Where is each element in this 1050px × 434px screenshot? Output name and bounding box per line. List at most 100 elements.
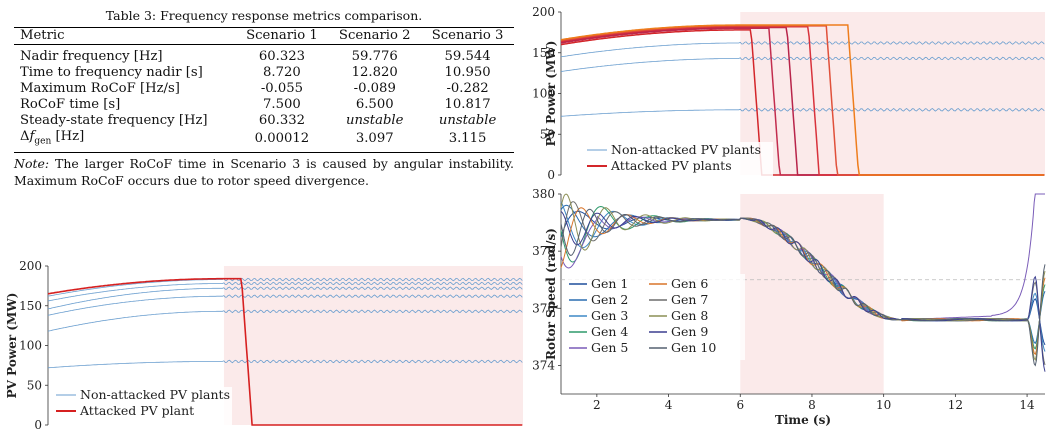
attacked-pv-line [560,24,1045,176]
table-row: RoCoF time [s] 7.500 6.500 10.817 [14,97,514,113]
x-tick-label: 10 [876,398,891,412]
note-text: The larger RoCoF time in Scenario 3 is c… [14,155,514,188]
header-scenario-1: Scenario 1 [246,28,318,43]
table-row: Maximum RoCoF [Hz/s] -0.055 -0.089 -0.28… [14,81,514,97]
legend-entry: Gen 7 [671,292,708,307]
rotor-series-line [560,208,1046,367]
cell: 7.500 [263,97,301,112]
table-row: Time to frequency nadir [s] 8.720 12.820… [14,65,514,81]
x-tick-label: 12 [948,398,963,412]
legend-entry: Gen 9 [671,324,708,339]
table-note: Note: The larger RoCoF time in Scenario … [14,155,514,189]
y-axis-label: PV Power (MW) [544,41,558,147]
cell: unstable [438,113,497,128]
table-row: Steady-state frequency [Hz] 60.332 unsta… [14,113,514,129]
cell: 60.323 [258,49,305,64]
cell: 12.820 [351,65,398,80]
legend-entry: Gen 6 [671,276,708,291]
shaded-attack-region [223,266,524,425]
cell: Nadir frequency [Hz] [20,49,163,64]
legend-entry: Gen 1 [591,276,628,291]
y-tick-label: 0 [547,168,555,182]
non-attacked-pv-line [560,107,1045,117]
legend-entry: Gen 4 [591,324,628,339]
y-tick-label: 50 [27,378,42,392]
y-tick-label: 376 [532,301,555,315]
legend-entry: Non-attacked PV plants [80,387,230,402]
legend-entry: Non-attacked PV plants [611,142,761,157]
cell: 60.332 [258,113,305,128]
attacked-pv-line [47,277,523,426]
y-tick-label: 200 [532,5,555,19]
table-block: Table 3: Frequency response metrics comp… [14,8,514,189]
cell: Time to frequency nadir [s] [20,65,203,80]
y-tick-label: 0 [34,418,42,432]
y-axis-label: Rotor Speed (rad/s) [544,228,558,360]
y-axis-label: PV Power (MW) [5,293,19,399]
metrics-table: Metric Scenario 1 Scenario 2 Scenario 3 … [14,27,514,153]
x-tick-label: 6 [736,398,744,412]
x-tick-label: 8 [808,398,816,412]
cell: RoCoF time [s] [20,97,121,112]
y-tick-label: 380 [532,187,555,201]
legend-entry: Gen 2 [591,292,628,307]
y-tick-label: 100 [532,87,555,101]
cell: 8.720 [263,65,301,80]
legend-entry: Gen 5 [591,340,628,355]
cell: 3.115 [448,131,487,147]
header-metric: Metric [20,28,65,43]
shaded-attack-region [740,12,1045,175]
cell: -0.089 [353,81,396,96]
cell: 6.500 [355,97,394,112]
pv-power-multi-chart: 0 50 100 150 200 PV Power (MW) Non-attacked PV… [532,5,1045,182]
cell: -0.055 [260,81,304,96]
cell: 10.950 [444,65,491,80]
cell: 3.097 [355,131,394,147]
y-tick-label: 150 [532,46,555,60]
y-tick-label: 378 [532,244,555,258]
y-tick-label: 50 [540,127,555,141]
legend-entry: Gen 8 [671,308,708,323]
non-attacked-pv-line [47,286,523,310]
cell: Δfgen [Hz] [20,129,85,147]
cell: unstable [346,113,404,128]
y-tick-label: 150 [19,299,42,313]
cell: Steady-state frequency [Hz] [20,113,208,128]
header-scenario-3: Scenario 3 [431,28,504,43]
shaded-attack-region [740,194,884,394]
note-label: Note: [14,155,50,171]
legend-entry: Gen 3 [591,308,628,323]
legend-entry: Gen 10 [671,340,716,355]
x-tick-label: 4 [665,398,673,412]
pv-power-single-chart: 0 50 100 150 200 PV Power (MW) Non-attacked PV… [5,259,524,432]
y-tick-label: 200 [19,259,42,273]
y-tick-label: 100 [19,339,42,353]
x-axis-label: Time (s) [775,413,831,427]
table-row: Nadir frequency [Hz] 60.323 59.776 59.54… [14,45,514,66]
non-attacked-pv-line [47,277,523,297]
legend-entry: Attacked PV plants [610,158,732,173]
non-attacked-pv-line [47,281,523,302]
rotor-series-line [560,193,1046,362]
cell: 0.00012 [254,131,310,147]
x-tick-label: 2 [593,398,601,412]
cell: 59.776 [351,49,398,64]
non-attacked-pv-line [47,294,523,316]
legend-entry: Attacked PV plant [79,403,194,418]
cell: 10.817 [444,97,491,112]
non-attacked-pv-line [47,309,523,332]
non-attacked-pv-line [560,56,1045,72]
table-header-row: Metric Scenario 1 Scenario 2 Scenario 3 [14,27,514,45]
legend-background [52,387,232,425]
legend-background [583,142,773,180]
y-tick-label: 374 [532,358,555,372]
non-attacked-pv-line [47,359,523,369]
header-scenario-2: Scenario 2 [338,28,411,43]
table-caption: Table 3: Frequency response metrics comp… [105,8,423,23]
x-tick-label: 14 [1019,398,1035,412]
rotor-speed-chart: 374 376 378 380 2 4 6 8 10 12 14 Rotor Speed (rad/s… [532,187,1046,427]
legend-background [565,274,745,360]
cell: -0.282 [446,81,489,96]
